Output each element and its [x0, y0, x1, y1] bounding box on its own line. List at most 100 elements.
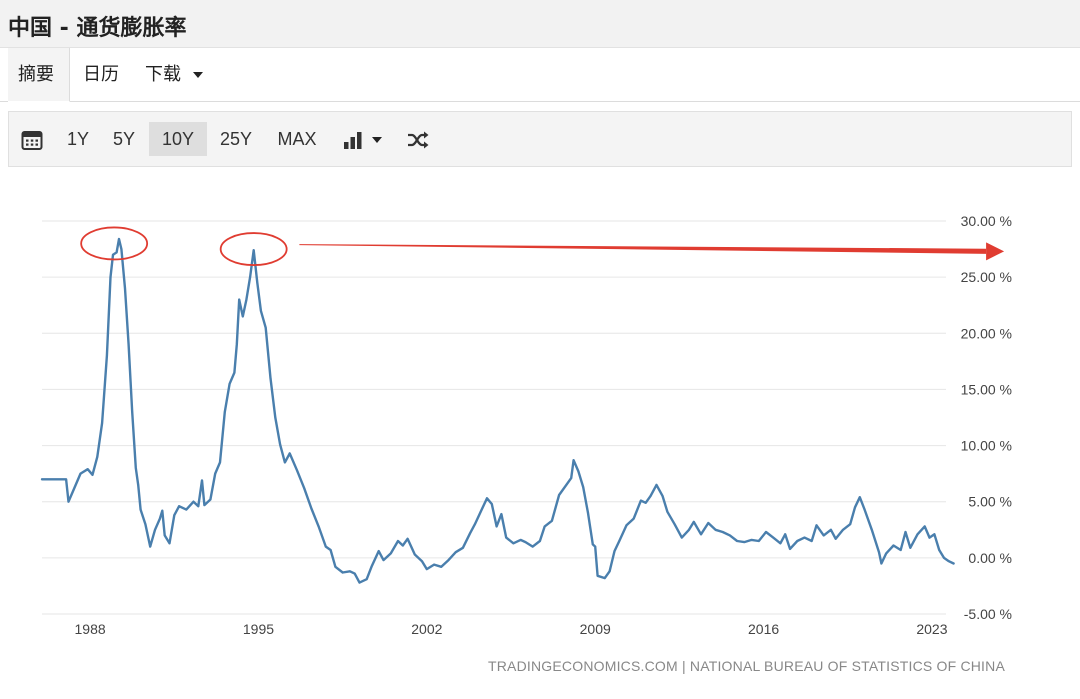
data-point	[570, 477, 573, 479]
data-point	[707, 522, 710, 524]
data-point	[79, 472, 82, 475]
y-tick-label: 30.00 %	[961, 213, 1012, 229]
data-point	[440, 565, 443, 568]
data-point	[649, 495, 652, 497]
data-point	[370, 565, 373, 568]
data-point	[481, 507, 484, 510]
inflation-series-line	[40, 237, 955, 584]
data-point	[173, 514, 176, 517]
page-title: 中国 - 通货膨胀率	[8, 16, 187, 41]
shuffle-button[interactable]	[401, 122, 435, 156]
data-point	[401, 544, 404, 547]
range-max-button[interactable]: MAX	[277, 129, 317, 149]
data-point	[923, 525, 926, 528]
data-point	[279, 443, 281, 446]
data-point	[397, 540, 399, 542]
data-point	[303, 487, 306, 490]
y-tick-label: 15.00 %	[961, 381, 1012, 397]
data-point	[947, 560, 950, 563]
calendar-button[interactable]	[19, 122, 45, 156]
trend-arrow-shaft	[299, 244, 987, 254]
range-10y-button[interactable]: 10Y	[149, 122, 207, 156]
data-point	[655, 484, 658, 486]
y-tick-label: 5.00 %	[968, 494, 1012, 510]
data-point	[454, 551, 457, 554]
data-point	[688, 528, 690, 531]
data-point	[264, 326, 267, 329]
data-point	[878, 551, 880, 554]
data-point	[106, 354, 108, 357]
tab-summary[interactable]: 摘要	[8, 48, 70, 102]
range-5y-button[interactable]: 5Y	[112, 129, 136, 149]
y-tick-label: 0.00 %	[968, 550, 1012, 566]
data-point	[96, 455, 99, 458]
data-point	[249, 276, 252, 278]
tab-download[interactable]: 下载	[145, 48, 203, 102]
data-point	[789, 548, 791, 550]
data-point	[159, 517, 161, 520]
data-point	[822, 534, 825, 537]
data-point	[644, 501, 647, 504]
data-point	[558, 494, 560, 496]
data-point	[178, 505, 181, 508]
data-point	[284, 461, 286, 464]
y-tick-label: -5.00 %	[964, 606, 1012, 622]
data-point	[65, 478, 67, 481]
data-point	[834, 537, 837, 540]
data-point	[551, 519, 553, 522]
data-point	[474, 523, 476, 526]
data-point	[539, 540, 541, 542]
data-point	[252, 249, 255, 252]
data-point	[854, 506, 856, 509]
data-point	[115, 251, 118, 254]
data-point	[885, 552, 888, 555]
data-point	[144, 523, 147, 526]
data-point	[849, 523, 852, 526]
data-point	[700, 533, 702, 536]
peak-highlight-ellipse	[219, 232, 288, 266]
data-point	[531, 545, 534, 548]
range-25y-button[interactable]: 25Y	[219, 129, 253, 149]
data-point	[495, 525, 498, 528]
data-point	[91, 473, 94, 476]
data-point	[353, 572, 356, 575]
y-tick-label: 20.00 %	[961, 325, 1012, 341]
data-point	[779, 542, 782, 545]
data-point	[729, 534, 731, 537]
data-point	[842, 528, 844, 531]
data-point	[904, 531, 907, 533]
x-tick-label: 1995	[243, 621, 274, 637]
data-point	[406, 537, 409, 540]
data-point	[127, 343, 130, 346]
data-point	[334, 565, 337, 568]
data-point	[661, 495, 664, 497]
data-point	[41, 478, 43, 481]
data-point	[134, 467, 137, 469]
data-point	[772, 536, 775, 539]
data-point	[256, 281, 259, 284]
tab-calendar[interactable]: 日历	[83, 48, 119, 102]
data-point	[916, 533, 919, 536]
data-point	[596, 574, 599, 577]
data-point	[462, 546, 464, 549]
range-1y-button[interactable]: 1Y	[66, 129, 90, 149]
data-point	[543, 525, 546, 528]
chevron-down-icon	[371, 137, 382, 144]
data-point	[341, 571, 344, 574]
data-point	[784, 533, 787, 536]
data-point	[192, 500, 195, 503]
data-point	[154, 528, 156, 531]
x-tick-label: 2002	[411, 621, 442, 637]
data-point	[880, 562, 883, 565]
data-point	[938, 549, 941, 551]
chart-type-button[interactable]	[339, 122, 385, 156]
data-point	[591, 543, 594, 546]
data-point	[743, 541, 746, 543]
data-point	[858, 496, 861, 499]
data-point	[310, 507, 313, 510]
data-point	[673, 523, 676, 526]
data-point	[137, 484, 140, 486]
data-point	[120, 248, 123, 251]
data-point	[603, 577, 606, 579]
data-point	[425, 568, 428, 570]
